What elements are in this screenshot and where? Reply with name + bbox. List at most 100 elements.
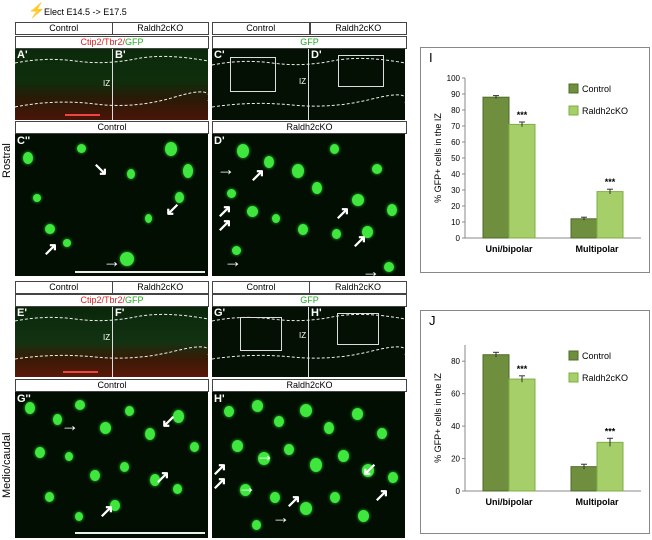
zoom-region-box: [338, 55, 384, 87]
x-tick-label: Multipolar: [576, 497, 619, 507]
panel-ab: A' B' IZ: [15, 49, 208, 120]
bar: [508, 123, 536, 239]
chart-panel-letter: J: [429, 313, 436, 328]
chart-j-svg: J 0 20 40 60 80 % GFP+ cells in the IZ *** Uni/b…: [429, 313, 641, 507]
panel-label-f: F': [115, 307, 125, 319]
panel-g-zoom: → ↙ ↗ ↗ G'': [15, 392, 208, 538]
arrow-icon: ↗: [99, 501, 115, 521]
panel-c-zoom: ↘ ↙ ↗ → C'': [15, 134, 208, 276]
lightning-icon: ⚡: [28, 2, 46, 18]
panel-label-c-zoom: C'': [17, 135, 31, 147]
y-axis-label: % GFP+ cells in the IZ: [433, 373, 443, 463]
stain-header-row1-right: GFP: [212, 36, 407, 49]
y-tick-label: 40: [451, 422, 460, 431]
iz-label: IZ: [299, 77, 307, 86]
arrow-icon: →: [238, 477, 256, 497]
y-tick-label: 60: [451, 138, 460, 147]
zoom-header-control: Control: [15, 379, 209, 392]
arrow-icon: ↗: [217, 201, 233, 221]
header-ko: Raldh2cKO: [335, 23, 382, 33]
panel-label-a: A': [17, 49, 28, 61]
x-tick-label: Uni/bipolar: [486, 244, 533, 254]
legend-swatch: [568, 350, 579, 361]
panel-label-b: B': [115, 49, 126, 61]
y-tick-label: 90: [451, 90, 460, 99]
zoom-region-box: [240, 317, 282, 351]
scale-bar: [75, 532, 205, 534]
legend-label: Control: [582, 84, 611, 94]
arrow-icon: ↙: [161, 411, 177, 431]
chart-i-svg: I 0 10 20 30 40 50 60 70 80 90 100 % GFP+ cells in t…: [429, 50, 641, 254]
panel-label-g-zoom: G'': [17, 393, 31, 405]
side-label-rostral: Rostral: [1, 143, 13, 178]
arrow-icon: →: [256, 445, 274, 465]
arrow-icon: →: [362, 261, 380, 276]
significance-label: ***: [605, 177, 616, 187]
chart-i: I 0 10 20 30 40 50 60 70 80 90 100 % GFP+ cells in t…: [420, 47, 650, 273]
side-label-medio: Medio/caudal: [1, 432, 13, 498]
stain-header-row2-left: Ctip2/Tbr2/GFP: [15, 294, 209, 307]
stain-header-row2-right: GFP: [212, 294, 407, 307]
stain-header-row1-left: Ctip2/Tbr2/GFP: [15, 36, 209, 49]
arrow-icon: →: [217, 159, 235, 179]
y-tick-label: 30: [451, 186, 460, 195]
panel-label-h: H': [311, 307, 322, 319]
bar: [596, 191, 624, 239]
stain-green-label: GFP: [125, 37, 144, 47]
panel-h-zoom: → ↗ ↗ → ↗ → ↙ ↗ H': [212, 392, 405, 538]
arrow-icon: ↙: [362, 459, 378, 479]
y-tick-label: 0: [456, 487, 461, 496]
header-row1-right: Control Raldh2cKO: [212, 22, 407, 35]
chart-panel-letter: I: [429, 50, 433, 65]
zoom-header-control: Control: [15, 121, 209, 134]
y-tick-label: 60: [451, 390, 460, 399]
panel-label-e: E': [17, 307, 27, 319]
arrow-icon: ↗: [250, 165, 266, 185]
y-tick-label: 50: [451, 154, 460, 163]
stain-red-label: Ctip2/Tbr2/: [80, 37, 125, 47]
arrow-icon: ↗: [212, 473, 228, 493]
arrow-icon: ↗: [155, 467, 171, 487]
arrow-icon: ↗: [43, 239, 59, 259]
legend-swatch: [568, 105, 579, 116]
zoom-header-ko: Raldh2cKO: [212, 379, 407, 392]
panel-ef: E' F' IZ: [15, 307, 208, 377]
header-control: Control: [49, 23, 79, 33]
iz-label: IZ: [103, 333, 111, 342]
electroporation-label: Elect E14.5 -> E17.5: [44, 7, 127, 17]
y-tick-label: 0: [456, 234, 461, 243]
scale-bar: [65, 114, 100, 116]
y-tick-label: 70: [451, 122, 460, 131]
header-row2-left: Control Raldh2cKO: [15, 281, 209, 294]
arrow-icon: ↙: [165, 199, 181, 219]
y-tick-label: 10: [451, 218, 460, 227]
panel-label-d-zoom: D': [214, 135, 225, 147]
arrow-icon: →: [61, 415, 79, 435]
panel-label-d: D': [311, 49, 322, 61]
bar: [596, 441, 624, 492]
arrow-icon: ↗: [286, 491, 302, 511]
arrow-icon: ↗: [374, 485, 390, 505]
arrow-icon: ↗: [212, 459, 228, 479]
panel-label-c: C': [214, 49, 225, 61]
bar: [508, 378, 536, 492]
arrow-icon: →: [103, 251, 121, 271]
header-ko: Raldh2cKO: [137, 23, 184, 33]
iz-label: IZ: [103, 79, 111, 88]
bar: [570, 466, 598, 492]
bar: [482, 354, 510, 492]
arrow-icon: →: [224, 251, 242, 271]
x-tick-label: Multipolar: [576, 244, 619, 254]
significance-label: ***: [517, 110, 528, 120]
scale-bar: [63, 371, 98, 373]
panel-label-g: G': [214, 307, 226, 319]
y-tick-label: 80: [451, 106, 460, 115]
scale-bar: [75, 271, 205, 273]
panel-gh: G' H' IZ: [212, 307, 405, 377]
zoom-region-box: [337, 313, 379, 345]
legend-label: Raldh2cKO: [582, 373, 628, 383]
y-axis-label: % GFP+ cells in the IZ: [433, 113, 443, 203]
y-tick-label: 20: [451, 202, 460, 211]
arrow-icon: ↗: [335, 203, 351, 223]
legend-label: Raldh2cKO: [582, 106, 628, 116]
